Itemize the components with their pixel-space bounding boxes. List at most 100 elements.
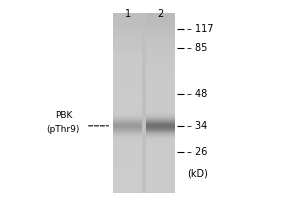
Bar	[146, 147, 175, 148]
Bar	[146, 113, 175, 114]
Bar	[113, 50, 142, 51]
Bar	[146, 174, 175, 175]
Bar	[113, 185, 142, 186]
Bar	[113, 87, 142, 88]
Bar	[146, 55, 175, 56]
Bar	[146, 13, 175, 14]
Bar	[146, 155, 175, 157]
Bar	[113, 37, 142, 38]
Bar	[113, 182, 142, 183]
Bar	[113, 32, 142, 33]
Bar	[146, 17, 175, 19]
Bar	[146, 47, 175, 48]
Bar	[113, 49, 142, 50]
Bar	[113, 112, 142, 114]
Text: 2: 2	[157, 9, 164, 19]
Bar	[113, 103, 142, 104]
Bar	[146, 110, 175, 111]
Bar	[146, 62, 175, 65]
Bar	[146, 92, 175, 93]
Bar	[113, 13, 142, 14]
Bar	[146, 128, 175, 130]
Bar	[146, 192, 175, 193]
Bar	[113, 96, 142, 97]
Bar	[146, 139, 175, 140]
Bar	[146, 44, 175, 46]
Bar	[113, 15, 142, 17]
Bar	[146, 134, 175, 135]
Bar	[146, 101, 175, 102]
Bar	[146, 13, 175, 15]
Bar	[113, 52, 142, 53]
Bar	[146, 37, 175, 38]
Bar	[146, 114, 175, 117]
Bar	[113, 38, 142, 39]
Bar	[146, 166, 175, 167]
Bar	[146, 68, 175, 69]
Bar	[113, 136, 142, 137]
Bar	[113, 110, 142, 111]
Bar	[146, 103, 175, 104]
Bar	[113, 187, 142, 189]
Bar	[113, 46, 142, 47]
Bar	[113, 31, 142, 33]
Bar	[113, 71, 142, 72]
Bar	[146, 186, 175, 187]
Bar	[146, 123, 175, 124]
Bar	[113, 28, 142, 31]
Bar	[146, 133, 175, 134]
Bar	[146, 141, 175, 144]
Bar	[113, 106, 142, 107]
Bar	[113, 145, 142, 146]
Bar	[146, 127, 175, 128]
Bar	[146, 130, 175, 131]
Bar	[113, 117, 142, 119]
Bar	[113, 65, 142, 66]
Bar	[113, 143, 142, 144]
Bar	[113, 93, 142, 94]
Bar	[113, 133, 142, 134]
Bar	[113, 192, 142, 193]
Bar	[146, 24, 175, 26]
Bar	[113, 87, 142, 89]
Bar	[146, 15, 175, 16]
Bar	[146, 184, 175, 185]
Bar	[113, 157, 142, 159]
Bar	[113, 24, 142, 26]
Bar	[113, 137, 142, 139]
Bar	[113, 191, 142, 193]
Bar	[146, 175, 175, 178]
Bar	[146, 156, 175, 157]
Bar	[146, 98, 175, 99]
Bar	[146, 130, 175, 132]
Bar	[146, 172, 175, 173]
Bar	[146, 146, 175, 147]
Bar	[113, 88, 142, 89]
Bar	[113, 24, 142, 25]
Bar	[113, 83, 142, 84]
Bar	[113, 152, 142, 153]
Bar	[113, 158, 142, 159]
Bar	[146, 107, 175, 110]
Bar	[146, 135, 175, 136]
Bar	[146, 54, 175, 55]
Bar	[146, 14, 175, 15]
Bar	[113, 155, 142, 157]
Bar	[113, 105, 142, 107]
Bar	[146, 42, 175, 43]
Bar	[146, 144, 175, 146]
Bar	[113, 58, 142, 60]
Bar	[113, 111, 142, 112]
Bar	[113, 35, 142, 36]
Bar	[113, 56, 142, 57]
Bar	[146, 114, 175, 115]
Bar	[113, 153, 142, 154]
Bar	[113, 148, 142, 149]
Bar	[113, 119, 142, 120]
Bar	[146, 155, 175, 156]
Bar	[113, 159, 142, 160]
Bar	[146, 109, 175, 110]
Bar	[113, 19, 142, 20]
Bar	[146, 152, 175, 153]
Bar	[113, 91, 142, 92]
